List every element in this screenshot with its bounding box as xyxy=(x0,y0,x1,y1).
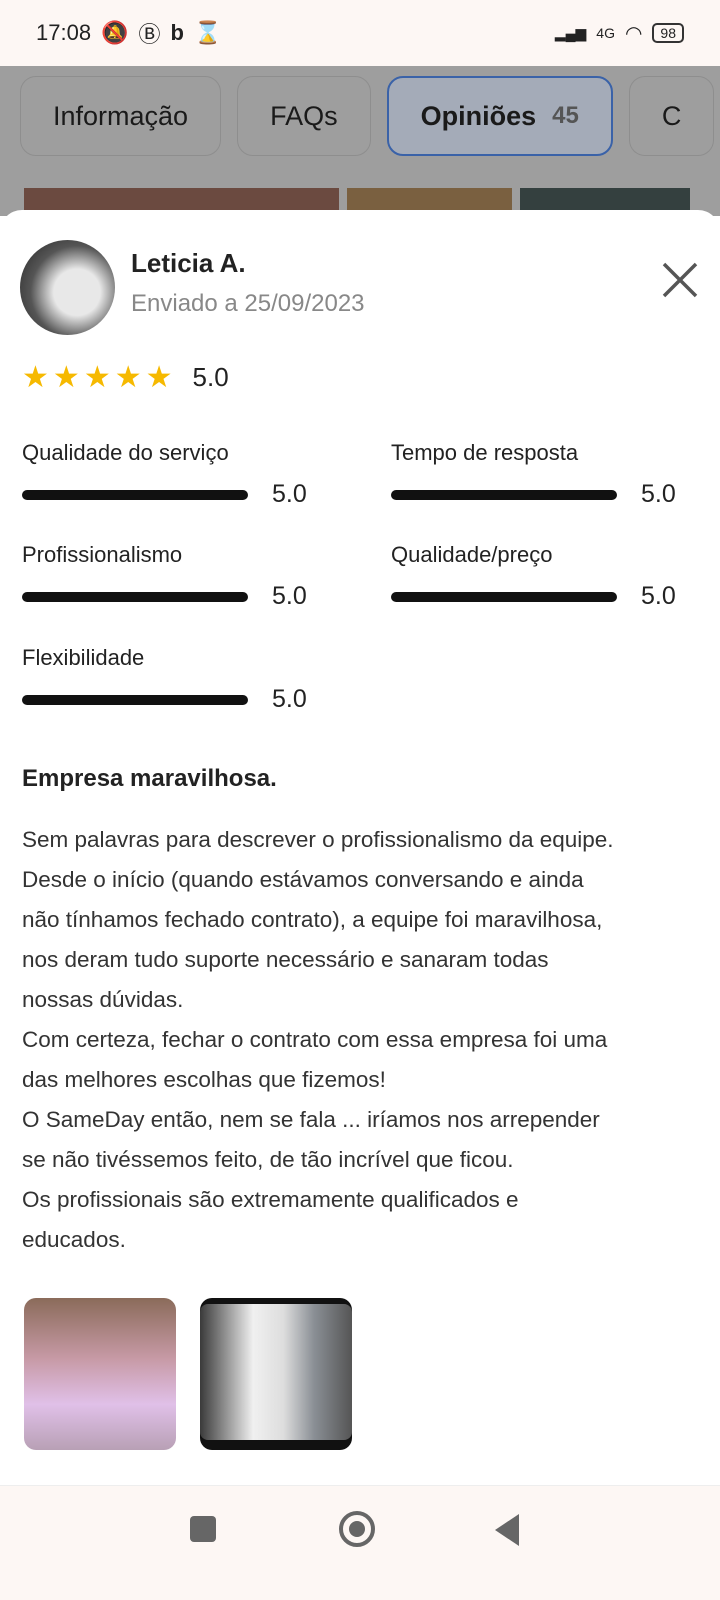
review-photo[interactable] xyxy=(24,1298,176,1450)
tab-informacao[interactable]: Informação xyxy=(20,76,222,156)
body-line: Sem palavras para descrever o profission… xyxy=(22,827,614,852)
criterion-qualidade-servico: Qualidade do serviço 5.0 xyxy=(22,440,322,509)
battery-icon: 98 xyxy=(652,23,684,43)
review-photo[interactable] xyxy=(200,1298,352,1450)
tab-faqs[interactable]: FAQs xyxy=(237,76,371,156)
criterion-label: Tempo de resposta xyxy=(391,440,579,465)
wifi-icon: ◠ xyxy=(624,22,643,45)
app-icon: b xyxy=(170,20,184,45)
app-icon-2: ⌛ xyxy=(193,20,222,45)
body-line: Desde o início (quando estávamos convers… xyxy=(22,867,584,892)
criterion-value: 5.0 xyxy=(272,480,307,508)
rating-bar xyxy=(22,489,248,500)
tab-label: C xyxy=(661,100,682,131)
tab-label: Informação xyxy=(53,100,189,131)
rating-value: 5.0 xyxy=(192,362,229,392)
review-sheet: Leticia A. Enviado a 25/09/2023 ★ ★ ★ ★ … xyxy=(0,210,720,1485)
rating-bar xyxy=(391,591,617,602)
author-name: Leticia A. xyxy=(131,248,246,278)
rating-bar xyxy=(22,694,248,705)
star-icon: ★ xyxy=(114,360,142,394)
clock: 17:08 xyxy=(36,20,92,45)
tab-label: Opiniões xyxy=(420,100,537,131)
tab-bar: Informação FAQs Opiniões 45 C xyxy=(20,76,715,156)
review-body: Sem palavras para descrever o profission… xyxy=(22,820,720,1260)
body-line: nossas dúvidas. xyxy=(22,987,184,1012)
network-type: 4G xyxy=(596,25,615,41)
body-line: O SameDay então, nem se fala ... iríamos… xyxy=(22,1107,600,1132)
criterion-label: Profissionalismo xyxy=(22,542,183,567)
tab-count: 45 xyxy=(552,102,579,129)
criterion-label: Qualidade/preço xyxy=(391,542,553,567)
rating-bar xyxy=(22,591,248,602)
review-photos xyxy=(24,1298,352,1450)
rating-bar xyxy=(391,489,617,500)
star-icon: ★ xyxy=(22,360,49,394)
body-line: Com certeza, fechar o contrato com essa … xyxy=(22,1027,608,1052)
body-line: se não tivéssemos feito, de tão incrível… xyxy=(22,1147,514,1172)
tab-more[interactable]: C xyxy=(628,76,715,156)
criterion-value: 5.0 xyxy=(272,685,307,713)
star-icon: ★ xyxy=(52,360,80,394)
criterion-value: 5.0 xyxy=(641,480,676,508)
tab-label: FAQs xyxy=(270,100,338,131)
criterion-flexibilidade: Flexibilidade 5.0 xyxy=(22,645,322,714)
navigation-bar xyxy=(0,1485,720,1600)
body-line: nos deram tudo suporte necessário e sana… xyxy=(22,947,549,972)
criterion-tempo-resposta: Tempo de resposta 5.0 xyxy=(391,440,691,509)
body-line: educados. xyxy=(22,1227,126,1252)
overall-rating: ★ ★ ★ ★ ★ 5.0 xyxy=(22,362,229,393)
body-line: não tínhamos fechado contrato), a equipe… xyxy=(22,907,603,932)
home-button[interactable] xyxy=(339,1511,375,1547)
star-icon: ★ xyxy=(145,360,173,394)
review-date: Enviado a 25/09/2023 xyxy=(131,290,365,317)
close-icon[interactable] xyxy=(660,260,700,300)
tab-opinioes[interactable]: Opiniões 45 xyxy=(386,76,613,156)
criterion-profissionalismo: Profissionalismo 5.0 xyxy=(22,542,322,611)
notification-icon: Ⓑ xyxy=(138,22,161,47)
body-line: das melhores escolhas que fizemos! xyxy=(22,1067,386,1092)
back-button[interactable] xyxy=(495,1514,519,1546)
status-bar: 17:08 🔕 Ⓑ b ⌛ ▂▄▆ 4G ◠ 98 xyxy=(0,0,720,66)
criterion-value: 5.0 xyxy=(272,582,307,610)
signal-icon: ▂▄▆ xyxy=(554,24,587,41)
avatar xyxy=(20,240,115,335)
background-overlay[interactable]: Informação FAQs Opiniões 45 C xyxy=(0,66,720,216)
criterion-label: Flexibilidade xyxy=(22,645,145,670)
mute-icon: 🔕 xyxy=(101,20,129,45)
criterion-qualidade-preco: Qualidade/preço 5.0 xyxy=(391,542,691,611)
review-title: Empresa maravilhosa. xyxy=(22,765,277,792)
recents-button[interactable] xyxy=(190,1516,216,1542)
star-icon: ★ xyxy=(83,360,111,394)
criterion-value: 5.0 xyxy=(641,582,676,610)
criterion-label: Qualidade do serviço xyxy=(22,440,229,465)
body-line: Os profissionais são extremamente qualif… xyxy=(22,1187,519,1212)
